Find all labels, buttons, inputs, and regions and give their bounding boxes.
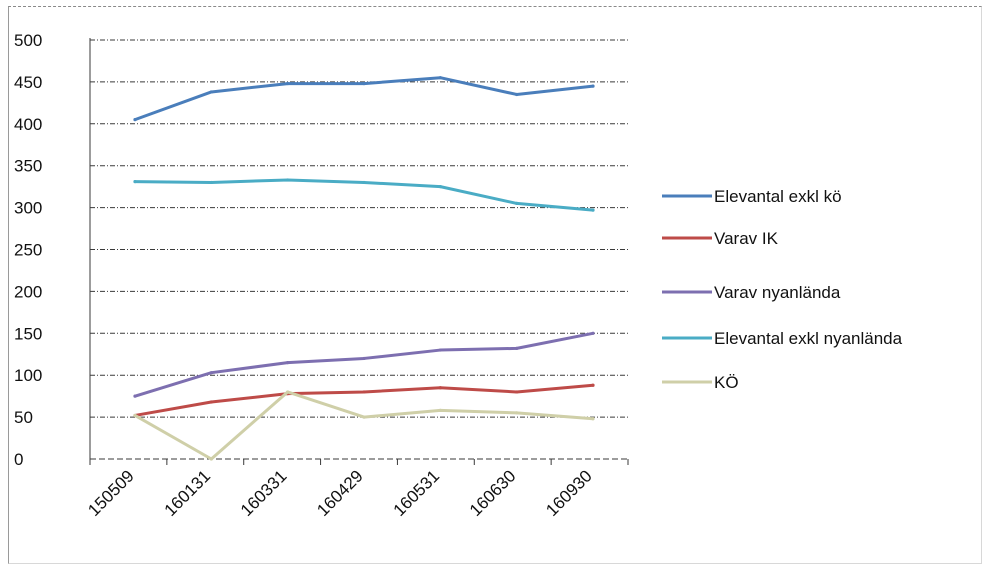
x-tick-label: 160131	[161, 466, 215, 520]
legend-label: Elevantal exkl kö	[714, 187, 842, 206]
data-point	[362, 81, 366, 86]
data-point	[362, 390, 366, 394]
x-tick-labels: 150509 160131 160331 160429 160531 160630 1609…	[84, 466, 596, 520]
y-tick-label: 350	[14, 157, 42, 176]
gridlines	[90, 39, 628, 418]
data-point	[591, 84, 595, 88]
data-point	[438, 76, 442, 80]
axes	[89, 38, 629, 465]
data-point	[362, 415, 366, 419]
y-tick-label: 500	[14, 31, 42, 50]
legend-label: Varav IK	[714, 229, 779, 248]
data-point	[438, 386, 442, 390]
data-point	[591, 383, 595, 387]
y-tick-labels: 0 50 100 150 200 250 300 350 400 450 500	[14, 31, 42, 469]
chart-frame	[8, 6, 982, 564]
data-point	[515, 411, 519, 415]
series-line	[133, 383, 595, 417]
data-point	[438, 348, 442, 352]
data-point	[286, 390, 290, 394]
data-point	[133, 180, 137, 184]
data-point	[133, 118, 137, 122]
data-point	[133, 394, 137, 398]
data-point	[209, 180, 213, 185]
x-tick-label: 160930	[542, 466, 596, 520]
y-tick-label: 200	[14, 282, 42, 301]
y-tick-label: 50	[14, 408, 33, 427]
legend-label: KÖ	[714, 373, 739, 392]
data-point	[209, 371, 213, 375]
data-point	[286, 178, 290, 182]
y-tick-label: 400	[14, 115, 42, 134]
data-point	[438, 185, 442, 189]
data-point	[515, 92, 519, 97]
data-point	[286, 81, 290, 86]
data-point	[209, 90, 213, 94]
data-point	[286, 361, 290, 365]
data-point	[591, 417, 595, 421]
legend: Elevantal exkl kö Varav IK Varav nyanlända…	[662, 187, 903, 392]
data-point	[438, 408, 442, 412]
series-line	[133, 331, 595, 398]
data-point	[209, 400, 213, 404]
x-tick-label: 160531	[390, 466, 444, 520]
data-point	[515, 346, 519, 350]
y-tick-label: 0	[14, 450, 23, 469]
series-lines	[133, 76, 595, 461]
y-tick-label: 150	[14, 324, 42, 343]
x-tick-label: 160630	[466, 466, 520, 520]
data-point	[515, 201, 519, 206]
data-point	[591, 331, 595, 335]
data-point	[133, 413, 137, 418]
legend-label: Elevantal exkl nyanlända	[714, 329, 903, 348]
legend-label: Varav nyanlända	[714, 283, 841, 302]
y-tick-label: 250	[14, 241, 42, 260]
data-point	[591, 208, 595, 212]
y-tick-label: 450	[14, 73, 42, 92]
x-tick-label: 150509	[84, 466, 138, 520]
y-tick-label: 100	[14, 366, 42, 385]
data-point	[362, 356, 366, 361]
series-line	[133, 178, 595, 212]
x-tick-label: 160331	[237, 466, 291, 520]
data-point	[209, 457, 213, 461]
data-point	[515, 390, 519, 394]
y-tick-label: 300	[14, 199, 42, 218]
x-tick-label: 160429	[313, 466, 367, 520]
data-point	[362, 180, 366, 185]
